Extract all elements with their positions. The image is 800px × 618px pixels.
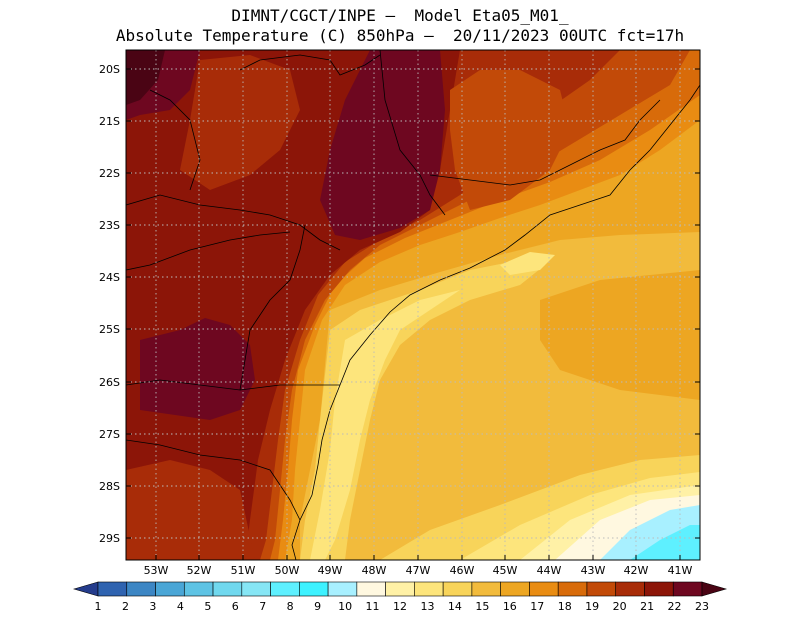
colorbar-label: 10 <box>338 600 352 613</box>
lon-label: 47W <box>406 564 431 577</box>
colorbar-label: 2 <box>122 600 129 613</box>
colorbar-arrow-low <box>72 581 99 597</box>
lat-label: 20S <box>99 63 120 76</box>
field-band-9 <box>630 525 700 560</box>
lat-label: 22S <box>99 167 120 180</box>
longitude-axis: 53W 52W 51W 50W 49W 48W 47W 46W 45W 44W … <box>144 555 693 577</box>
colorbar-label: 4 <box>177 600 184 613</box>
lon-label: 43W <box>581 564 606 577</box>
field-land-19-east <box>450 70 570 210</box>
lon-label: 42W <box>624 564 649 577</box>
field-land-22-southwest <box>140 318 255 420</box>
colorbar-label: 18 <box>558 600 572 613</box>
map-gridlines <box>126 50 700 560</box>
colorbar-swatch <box>414 581 444 597</box>
colorbar-label: 22 <box>668 600 682 613</box>
colorbar-label: 3 <box>149 600 156 613</box>
lon-label: 45W <box>493 564 518 577</box>
lat-label: 29S <box>99 532 120 545</box>
colorbar-swatch <box>644 581 674 597</box>
colorbar-swatch <box>126 581 156 597</box>
lon-label: 53W <box>144 564 169 577</box>
colorbar-swatch <box>385 581 415 597</box>
colorbar-swatch <box>97 581 128 597</box>
plot-frame <box>125 49 701 561</box>
field-band-13 <box>310 290 460 560</box>
colorbar-label: 11 <box>366 600 380 613</box>
colorbar-label: 7 <box>259 600 266 613</box>
lat-label: 26S <box>99 376 120 389</box>
colorbar: 1 2 3 4 5 6 7 8 9 10 11 12 13 14 15 16 17 18 19 20 21 22 23 <box>72 581 728 613</box>
lon-label: 48W <box>362 564 387 577</box>
colorbar-swatch <box>212 581 243 597</box>
lat-label: 21S <box>99 115 120 128</box>
latitude-axis: 20S 21S 22S 23S 24S 25S 26S 27S 28S 29S <box>99 63 700 545</box>
colorbar-swatch <box>615 581 645 597</box>
field-land-22-north <box>320 50 445 240</box>
lon-label: 46W <box>450 564 475 577</box>
lon-label: 49W <box>318 564 343 577</box>
colorbar-label: 15 <box>475 600 489 613</box>
lat-label: 25S <box>99 323 120 336</box>
title-line-2: Absolute Temperature (C) 850hPa – 20/11/… <box>115 26 685 45</box>
colorbar-arrow-high <box>701 581 728 597</box>
colorbar-swatch <box>155 581 185 597</box>
boundary-lines <box>126 50 700 560</box>
colorbar-swatch <box>299 581 329 597</box>
colorbar-label: 19 <box>585 600 599 613</box>
colorbar-swatch <box>356 581 386 597</box>
colorbar-swatch <box>672 581 703 597</box>
lat-label: 27S <box>99 428 120 441</box>
colorbar-label: 12 <box>393 600 407 613</box>
colorbar-label: 9 <box>314 600 321 613</box>
colorbar-swatch <box>327 581 358 597</box>
lon-label: 50W <box>275 564 300 577</box>
colorbar-label: 23 <box>695 600 709 613</box>
field-land-23 <box>126 50 165 105</box>
lat-label: 23S <box>99 219 120 232</box>
colorbar-swatch <box>241 581 271 597</box>
lat-label: 28S <box>99 480 120 493</box>
colorbar-swatch <box>500 581 530 597</box>
field-land-20-northeast <box>180 55 300 190</box>
colorbar-label: 14 <box>448 600 462 613</box>
colorbar-swatch <box>471 581 501 597</box>
field-land-20-west <box>126 460 255 560</box>
colorbar-label: 17 <box>530 600 544 613</box>
colorbar-swatch <box>270 581 300 597</box>
colorbar-label: 16 <box>503 600 517 613</box>
colorbar-label: 8 <box>287 600 294 613</box>
colorbar-label: 6 <box>232 600 239 613</box>
colorbar-swatch <box>529 581 559 597</box>
lon-label: 41W <box>668 564 693 577</box>
lon-label: 51W <box>231 564 256 577</box>
lon-label: 44W <box>537 564 562 577</box>
lat-label: 24S <box>99 271 120 284</box>
colorbar-swatch <box>442 581 473 597</box>
title-line-1: DIMNT/CGCT/INPE – Model Eta05_M01_ <box>231 6 569 25</box>
field-tongue-16 <box>540 270 700 400</box>
colorbar-label: 21 <box>640 600 654 613</box>
colorbar-label: 13 <box>420 600 434 613</box>
lon-label: 52W <box>187 564 212 577</box>
field-band-13-patch <box>500 252 555 275</box>
colorbar-swatch <box>557 581 588 597</box>
colorbar-label: 1 <box>95 600 102 613</box>
temperature-field <box>126 50 700 560</box>
colorbar-swatch <box>183 581 214 597</box>
colorbar-label: 20 <box>613 600 627 613</box>
colorbar-label: 5 <box>204 600 211 613</box>
colorbar-swatch <box>586 581 617 597</box>
